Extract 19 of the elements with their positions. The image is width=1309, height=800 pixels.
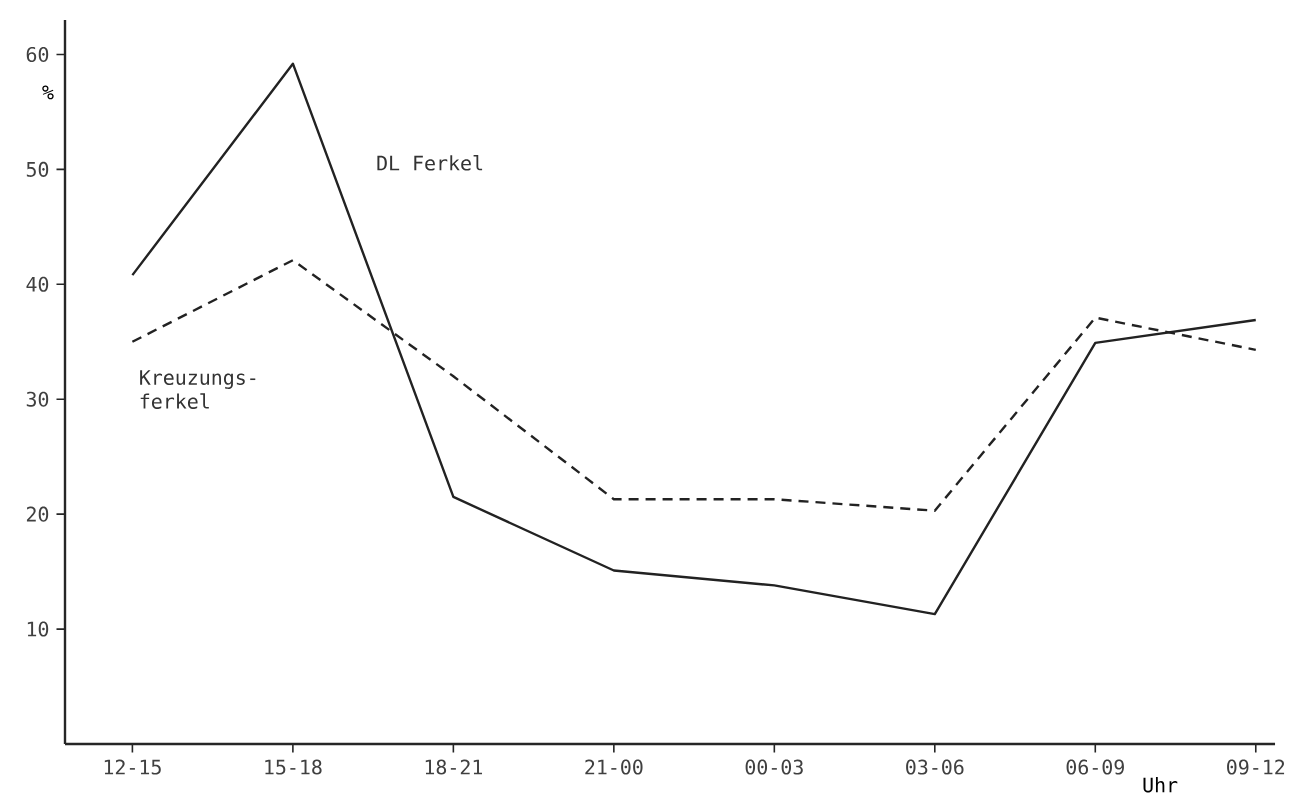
x-axis-title: Uhr xyxy=(1143,777,1178,793)
x-tick-label: 12-15 xyxy=(104,759,161,775)
y-tick-label: 40 xyxy=(26,276,49,292)
x-tick-label: 00-03 xyxy=(745,759,803,775)
y-tick-label: 10 xyxy=(27,621,49,637)
series-label: Kreuzungs-ferkel xyxy=(140,370,256,409)
x-tick-label: 06-09 xyxy=(1066,759,1124,775)
x-tick-label: 03-06 xyxy=(906,759,964,775)
y-tick-label: 60 xyxy=(26,46,49,63)
y-axis-title: % xyxy=(42,85,54,100)
y-tick-label: 20 xyxy=(26,506,49,522)
x-tick-label: 18-21 xyxy=(425,759,483,775)
x-tick-label: 09-12 xyxy=(1227,759,1285,775)
x-tick-label: 15-18 xyxy=(265,759,322,775)
x-tick-label: 21-00 xyxy=(585,759,643,775)
y-tick-label: 30 xyxy=(26,391,49,407)
y-tick-label: 50 xyxy=(26,161,49,177)
text: DL Ferkel xyxy=(377,155,483,171)
line-series xyxy=(131,62,1257,616)
